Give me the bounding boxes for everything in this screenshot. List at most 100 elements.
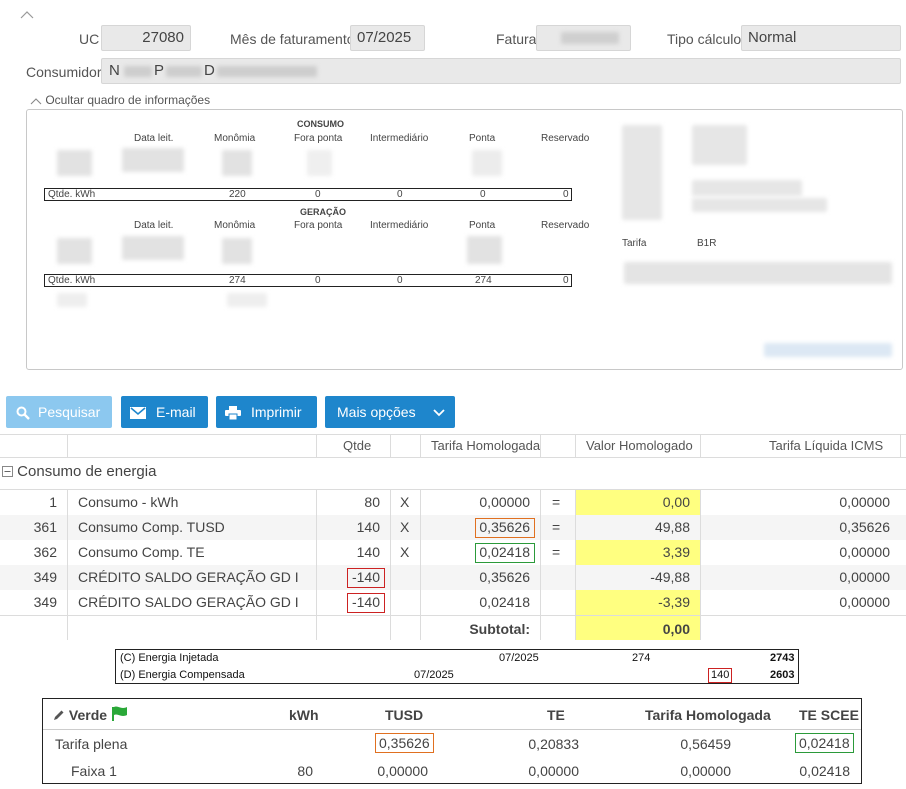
row-code: 1 — [49, 494, 57, 510]
tariff-hom: 0,00000 — [680, 763, 731, 779]
col-header-valor: Valor Homologado — [586, 438, 693, 453]
row-tarifa: 0,35626 — [479, 519, 530, 535]
table-row[interactable]: 1 Consumo - kWh 80 X 0,00000 = 0,00 0,00… — [0, 490, 906, 515]
row-liquida: 0,00000 — [839, 569, 890, 585]
consumo-col: Ponta — [469, 133, 496, 144]
row-eq: = — [552, 519, 561, 535]
row-eq: = — [552, 544, 561, 560]
tariff-col-te: TE — [547, 707, 565, 723]
qtde-label: Qtde. kWh — [48, 275, 96, 286]
row-x: X — [400, 519, 410, 535]
qtde-value: 0 — [480, 189, 486, 200]
flag-icon — [111, 706, 127, 721]
row-tarifa: 0,02418 — [479, 594, 530, 610]
col-header-qtde: Qtde — [343, 438, 372, 453]
consumo-qtde-row: Qtde. kWh 220 0 0 0 0 — [44, 188, 572, 201]
fatura-field[interactable] — [536, 25, 631, 51]
tariff-scee: 0,02418 — [799, 763, 850, 779]
geracao-qtde-row: Qtde. kWh 274 0 0 274 0 — [44, 274, 572, 287]
search-icon — [16, 406, 30, 421]
balance-box: (C) Energia Injetada 07/2025 274 2743 (D… — [115, 649, 799, 684]
tariff-kwh: 80 — [297, 763, 313, 779]
qtde-value: 0 — [397, 275, 403, 286]
consumidor-field[interactable]: N P D — [101, 58, 901, 84]
balance-value: 140 — [708, 668, 733, 683]
row-liquida: 0,35626 — [839, 519, 890, 535]
mes-field[interactable]: 07/2025 — [350, 25, 425, 51]
qtde-label: Qtde. kWh — [48, 189, 96, 200]
pesquisar-button[interactable]: Pesquisar — [6, 396, 112, 428]
tariff-name-label: Verde — [68, 707, 108, 723]
pencil-icon[interactable] — [53, 709, 65, 721]
table-row[interactable]: 362 Consumo Comp. TE 140 X 0,02418 = 3,3… — [0, 540, 906, 565]
subtotal-row: Subtotal: 0,00 — [0, 617, 906, 642]
mais-opcoes-button[interactable]: Mais opções — [325, 396, 455, 428]
consumo-col: Reservado — [541, 133, 590, 144]
subtotal-label: Subtotal: — [469, 621, 530, 637]
tarifa-label: Tarifa — [622, 238, 647, 249]
qtde-value: 274 — [229, 275, 246, 286]
consumo-col: Fora ponta — [294, 133, 343, 144]
imprimir-label: Imprimir — [251, 404, 302, 420]
qtde-value: 0 — [563, 189, 569, 200]
row-qtde: 140 — [356, 519, 380, 535]
mail-icon — [130, 407, 146, 420]
balance-total: 2743 — [770, 652, 795, 664]
table-row[interactable]: 349 CRÉDITO SALDO GERAÇÃO GD I -140 0,35… — [0, 565, 906, 590]
row-desc: Consumo Comp. TUSD — [78, 519, 225, 535]
col-header-liquida: Tarifa Líquida ICMS — [769, 438, 884, 453]
row-desc: Consumo - kWh — [78, 494, 179, 510]
qtde-value: 0 — [563, 275, 569, 286]
tariff-row-label: Tarifa plena — [55, 736, 128, 752]
tipo-field[interactable]: Normal — [741, 25, 901, 51]
row-code: 349 — [33, 569, 57, 585]
row-desc: CRÉDITO SALDO GERAÇÃO GD I — [78, 569, 299, 585]
consumidor-initial-2: P — [154, 62, 165, 79]
row-tarifa: 0,00000 — [479, 494, 530, 510]
table-row[interactable]: 361 Consumo Comp. TUSD 140 X 0,35626 = 4… — [0, 515, 906, 540]
table-row[interactable]: 349 CRÉDITO SALDO GERAÇÃO GD I -140 0,02… — [0, 590, 906, 615]
row-valor: -3,39 — [658, 594, 690, 610]
tariff-name[interactable]: Verde — [53, 706, 129, 723]
row-qtde: 140 — [356, 544, 380, 560]
tariff-row-label: Faixa 1 — [71, 763, 117, 779]
mes-label: Mês de faturamento — [230, 31, 355, 47]
row-qtde: -140 — [351, 569, 380, 585]
geracao-col: Data leit. — [134, 220, 174, 231]
tipo-label: Tipo cálculo — [667, 31, 742, 47]
tariff-tusd: 0,00000 — [377, 763, 428, 779]
row-qtde: 80 — [364, 494, 380, 510]
collapse-box-icon[interactable] — [2, 466, 13, 477]
info-panel: CONSUMO Data leit. Monômia Fora ponta In… — [26, 109, 903, 370]
info-toggle[interactable]: Ocultar quadro de informações — [30, 93, 210, 107]
consumo-title: CONSUMO — [297, 119, 344, 129]
printer-icon — [225, 406, 241, 421]
qtde-value: 0 — [397, 189, 403, 200]
row-code: 349 — [33, 594, 57, 610]
tariff-col-scee: TE SCEE — [799, 707, 859, 723]
uc-field[interactable]: 27080 — [101, 25, 191, 51]
group-row[interactable]: Consumo de energia — [2, 463, 156, 480]
tariff-col-hom: Tarifa Homologada — [645, 707, 771, 723]
row-liquida: 0,00000 — [839, 544, 890, 560]
geracao-col: Intermediário — [370, 220, 429, 231]
row-valor: 49,88 — [654, 519, 690, 535]
chevron-up-icon[interactable] — [20, 10, 34, 20]
tariff-tusd: 0,35626 — [375, 733, 434, 753]
qtde-value: 220 — [229, 189, 246, 200]
info-toggle-label: Ocultar quadro de informações — [45, 93, 211, 107]
imprimir-button[interactable]: Imprimir — [216, 396, 317, 428]
chevron-up-icon — [30, 98, 42, 105]
email-button[interactable]: E-mail — [121, 396, 208, 428]
uc-label: UC — [79, 31, 100, 47]
geracao-title: GERAÇÃO — [300, 207, 347, 217]
subtotal-value: 0,00 — [662, 621, 690, 637]
row-x: X — [400, 544, 410, 560]
row-liquida: 0,00000 — [839, 594, 890, 610]
row-desc: CRÉDITO SALDO GERAÇÃO GD I — [78, 594, 299, 610]
chevron-down-icon — [433, 409, 446, 417]
consumidor-initial-3: D — [204, 62, 215, 79]
consumo-col: Intermediário — [370, 133, 429, 144]
tariff-col-kwh: kWh — [289, 707, 319, 723]
balance-label: (C) Energia Injetada — [120, 652, 219, 664]
